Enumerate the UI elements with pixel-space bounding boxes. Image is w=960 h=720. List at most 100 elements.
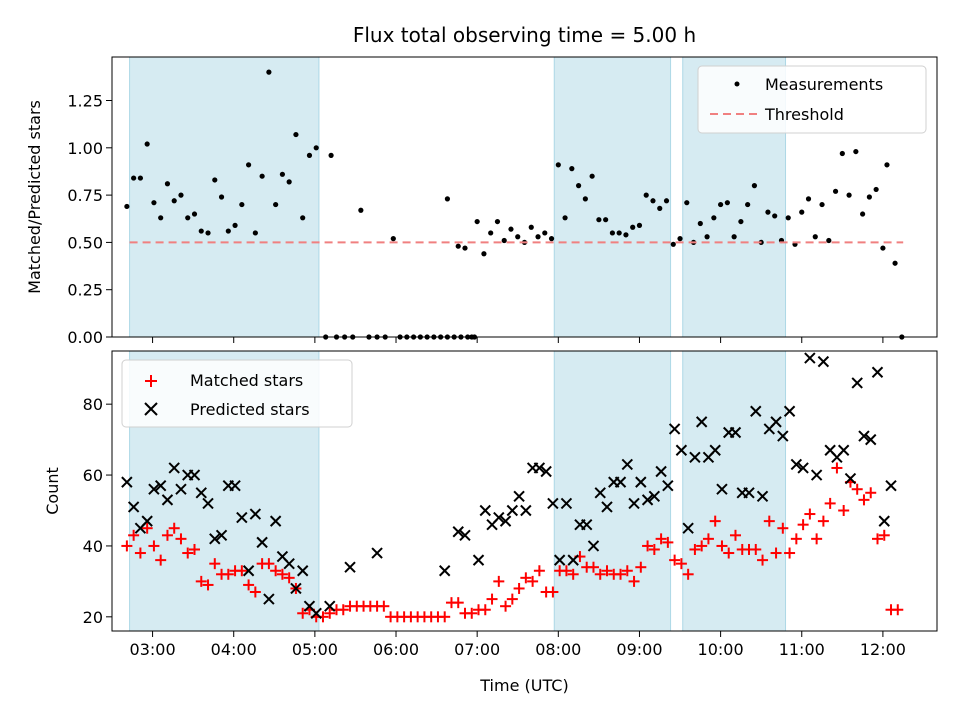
y-tick-label: 1.00 [67,139,103,158]
top-legend-box [697,65,927,134]
measurement-point [528,224,534,230]
measurement-point [306,152,313,158]
top-panel: 0.00 0.25 0.50 0.75 1.00 1.25 Flux total obse… [25,23,938,347]
x-tick-label: 07:00 [454,640,500,659]
predicted-point [520,504,532,517]
matched-point [750,543,762,555]
measurement-point [266,69,272,75]
predicted-point [810,469,823,481]
predicted-point [668,423,681,435]
predicted-point [236,511,248,524]
matched-point [892,604,904,616]
legend-measurements-label: Measurements [765,75,883,94]
measurement-point [643,192,649,198]
matched-point [763,515,775,527]
measurement-point [508,226,514,232]
measurement-point [892,260,898,266]
predicted-point [797,462,809,474]
measurement-point [711,215,717,221]
predicted-point [804,352,816,364]
matched-point [134,547,146,559]
x-tick-label: 09:00 [616,640,662,659]
matched-point [838,504,850,516]
predicted-point [770,416,782,428]
measurement-point [144,141,150,147]
matched-point [533,565,545,577]
bottom-panel-frame [111,350,938,632]
measurement-point [535,234,541,240]
predicted-point [662,479,674,492]
matched-point [439,611,451,623]
matched-point [337,604,349,616]
measurement-point [185,215,191,221]
predicted-point [594,487,606,499]
predicted-point [175,483,187,495]
predicted-point [513,490,525,503]
predicted-point [472,554,485,566]
measurement-point [751,183,758,189]
measurement-point [575,183,582,189]
predicted-point [148,483,160,495]
matched-point [831,462,843,474]
predicted-point [506,504,519,517]
matched-point [161,529,173,541]
measurement-point [548,236,555,242]
measurement-point [494,218,501,225]
predicted-point [324,600,336,612]
measurement-point [239,201,245,208]
measurement-point [731,234,737,240]
predicted-point [215,529,228,542]
matched-point [155,554,167,566]
legend-predicted-label: Predicted stars [190,400,310,419]
x-tick-label: 06:00 [373,640,419,659]
top-panel-y-axis-label: Matched/Predicted stars [25,100,44,294]
predicted-point [290,582,302,595]
predicted-point [635,476,647,488]
measurement-point [609,230,616,236]
measurement-point [191,211,198,217]
predicted-point [871,366,884,378]
measurement-point [832,188,839,194]
predicted-point [540,465,552,478]
legend-threshold-label: Threshold [764,105,844,124]
matched-point [594,568,606,580]
predicted-point [209,533,221,545]
predicted-point [790,458,803,471]
observing-window-span [682,350,787,632]
matched-point [682,568,694,580]
matched-point [378,600,390,612]
measurement-point [462,245,468,251]
observing-window-span [553,350,672,632]
predicted-point [121,476,133,488]
top-panel-frame [111,56,938,338]
matched-point [675,558,687,570]
matched-point [790,533,802,545]
matched-point [621,565,633,577]
measurement-point [745,201,751,208]
predicted-point [547,497,559,510]
measurement-point [670,241,676,247]
matched-point [195,575,207,587]
bottom-panel-y-axis-label: Count [43,467,62,515]
predicted-point [750,405,762,417]
matched-point [642,540,654,552]
predicted-point [865,433,877,446]
matched-point [141,522,153,534]
matched-point [209,558,221,570]
predicted-point [837,444,850,456]
measurement-point [542,230,548,236]
y-tick-label: 60 [83,466,103,485]
matched-point [628,575,640,587]
predicted-point [141,515,153,527]
predicted-point [729,426,742,439]
measurement-point [488,230,494,236]
legend-measurements-marker [734,81,740,87]
measurement-point [245,162,252,168]
matched-point [635,561,647,573]
matched-point [669,554,681,566]
predicted-point [249,508,262,520]
predicted-point [438,565,451,577]
top-panel-legend: Measurements Threshold [697,65,927,134]
predicted-point [858,430,870,442]
matched-point [148,540,160,552]
